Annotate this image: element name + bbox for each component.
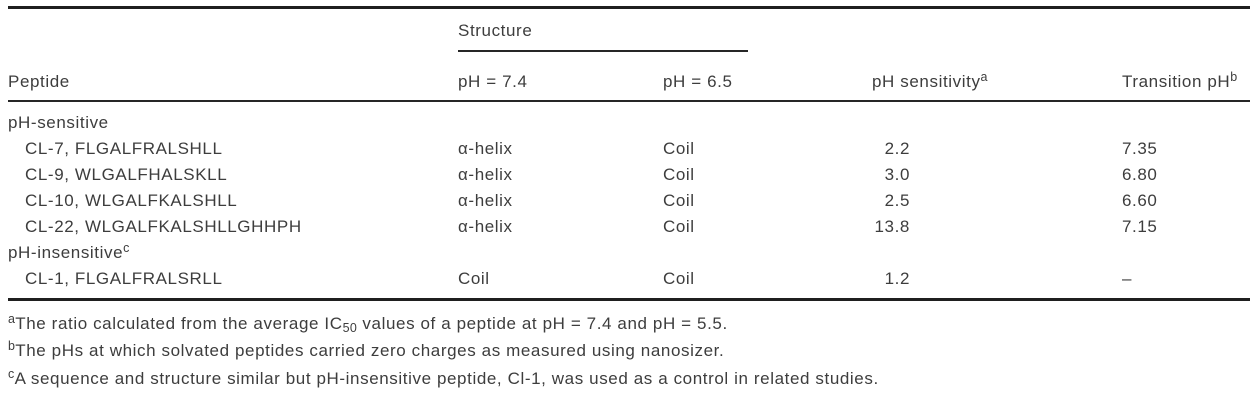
peptide-cell: CL-10, WLGALFKALSHLL xyxy=(25,190,238,210)
group-label: pH-sensitive xyxy=(8,112,109,132)
ph-sensitivity-cell: 2.5 xyxy=(872,188,1122,214)
peptide-cell: CL-1, FLGALFRALSRLL xyxy=(8,265,458,301)
spanner-row: Structure xyxy=(8,8,1250,52)
group-label-cell: pH-sensitive xyxy=(8,101,1250,136)
structure-group-label: Structure xyxy=(458,20,533,40)
footnote-marker-a: a xyxy=(980,69,988,84)
ph-sensitivity-label: pH sensitivity xyxy=(872,71,981,91)
footnote-c-marker: c xyxy=(8,366,15,381)
table-row: CL-22, WLGALFKALSHLLGHHPH α-helix Coil 1… xyxy=(8,214,1250,240)
ph-sensitivity-value: 3.0 xyxy=(884,164,910,184)
group-label: pH-insensitive xyxy=(8,242,124,262)
structure-ph74-cell: α-helix xyxy=(458,216,513,236)
footnote-a: aThe ratio calculated from the average I… xyxy=(8,310,1250,338)
structure-ph74-cell: Coil xyxy=(458,265,663,301)
ph-sensitivity-value: 2.5 xyxy=(884,190,910,210)
transition-ph-cell: 6.60 xyxy=(1122,190,1158,210)
ph-sensitivity-value: 13.8 xyxy=(874,216,910,236)
footnote-marker-b: b xyxy=(1230,69,1238,84)
footnote-marker-c: c xyxy=(123,240,130,255)
peptide-cell: CL-9, WLGALFHALSKLL xyxy=(25,164,228,184)
footnote-b: bThe pHs at which solvated peptides carr… xyxy=(8,337,1250,365)
structure-ph74-cell: α-helix xyxy=(458,190,513,210)
col-header-ph65: pH = 6.5 xyxy=(663,51,872,102)
group-header-row-ph-sensitive: pH-sensitive xyxy=(8,101,1250,136)
group-header-row-ph-insensitive: pH-insensitivec xyxy=(8,240,1250,266)
footnote-a-marker: a xyxy=(8,311,16,326)
peptide-cell: CL-22, WLGALFKALSHLLGHHPH xyxy=(25,216,302,236)
ph-sensitivity-value: 1.2 xyxy=(884,268,910,288)
structure-ph65-cell: Coil xyxy=(663,265,872,301)
table-row: CL-10, WLGALFKALSHLL α-helix Coil 2.5 6.… xyxy=(8,188,1250,214)
col-header-transition-ph: Transition pHb xyxy=(1122,51,1250,102)
table-row: CL-7, FLGALFRALSHLL α-helix Coil 2.2 7.3… xyxy=(8,136,1250,162)
structure-ph65-cell: Coil xyxy=(663,138,695,158)
footnote-a-text-end: values of a peptide at pH = 7.4 and pH =… xyxy=(357,313,728,333)
table-header: Structure Peptide pH = 7.4 pH = 6.5 pH s… xyxy=(8,8,1250,102)
group-label-cell: pH-insensitivec xyxy=(8,240,1250,266)
spanner-empty-cell xyxy=(1122,8,1250,52)
ph-sensitivity-cell: 3.0 xyxy=(872,162,1122,188)
transition-ph-cell: – xyxy=(1122,265,1250,301)
transition-ph-cell: 7.35 xyxy=(1122,138,1158,158)
footnote-a-text: The ratio calculated from the average IC xyxy=(15,313,343,333)
structure-spanner-cell: Structure xyxy=(458,8,872,52)
col-header-peptide: Peptide xyxy=(8,51,458,102)
footnote-c: cA sequence and structure similar but pH… xyxy=(8,365,1250,393)
peptide-cell: CL-7, FLGALFRALSHLL xyxy=(25,138,223,158)
table-footnotes: aThe ratio calculated from the average I… xyxy=(8,310,1250,393)
ph-sensitivity-cell: 13.8 xyxy=(872,214,1122,240)
structure-ph65-cell: Coil xyxy=(663,164,695,184)
structure-group-underline: Structure xyxy=(458,19,748,52)
col-header-ph-sensitivity: pH sensitivitya xyxy=(872,51,1122,102)
table-row: CL-1, FLGALFRALSRLL Coil Coil 1.2 – xyxy=(8,265,1250,301)
footnote-b-text: The pHs at which solvated peptides carri… xyxy=(15,341,725,360)
structure-ph74-cell: α-helix xyxy=(458,164,513,184)
footnote-b-marker: b xyxy=(8,339,16,353)
ph-sensitivity-cell: 1.2 xyxy=(872,265,1122,301)
structure-ph65-cell: Coil xyxy=(663,216,695,236)
structure-ph74-cell: α-helix xyxy=(458,138,513,158)
col-header-ph74: pH = 7.4 xyxy=(458,51,663,102)
column-header-row: Peptide pH = 7.4 pH = 6.5 pH sensitivity… xyxy=(8,51,1250,102)
footnote-a-subscript: 50 xyxy=(342,320,358,335)
table-body: pH-sensitive CL-7, FLGALFRALSHLL α-helix… xyxy=(8,101,1250,301)
spanner-empty-cell xyxy=(872,8,1122,52)
footnote-c-text: A sequence and structure similar but pH-… xyxy=(14,368,879,388)
table-row: CL-9, WLGALFHALSKLL α-helix Coil 3.0 6.8… xyxy=(8,162,1250,188)
transition-ph-cell: 7.15 xyxy=(1122,216,1158,236)
ph-sensitivity-cell: 2.2 xyxy=(872,136,1122,162)
transition-ph-label: Transition pH xyxy=(1122,71,1231,91)
peptide-structure-table: Structure Peptide pH = 7.4 pH = 6.5 pH s… xyxy=(8,6,1250,301)
structure-ph65-cell: Coil xyxy=(663,190,695,210)
ph-sensitivity-value: 2.2 xyxy=(884,138,910,158)
spanner-empty-cell xyxy=(8,8,458,52)
transition-ph-cell: 6.80 xyxy=(1122,164,1158,184)
